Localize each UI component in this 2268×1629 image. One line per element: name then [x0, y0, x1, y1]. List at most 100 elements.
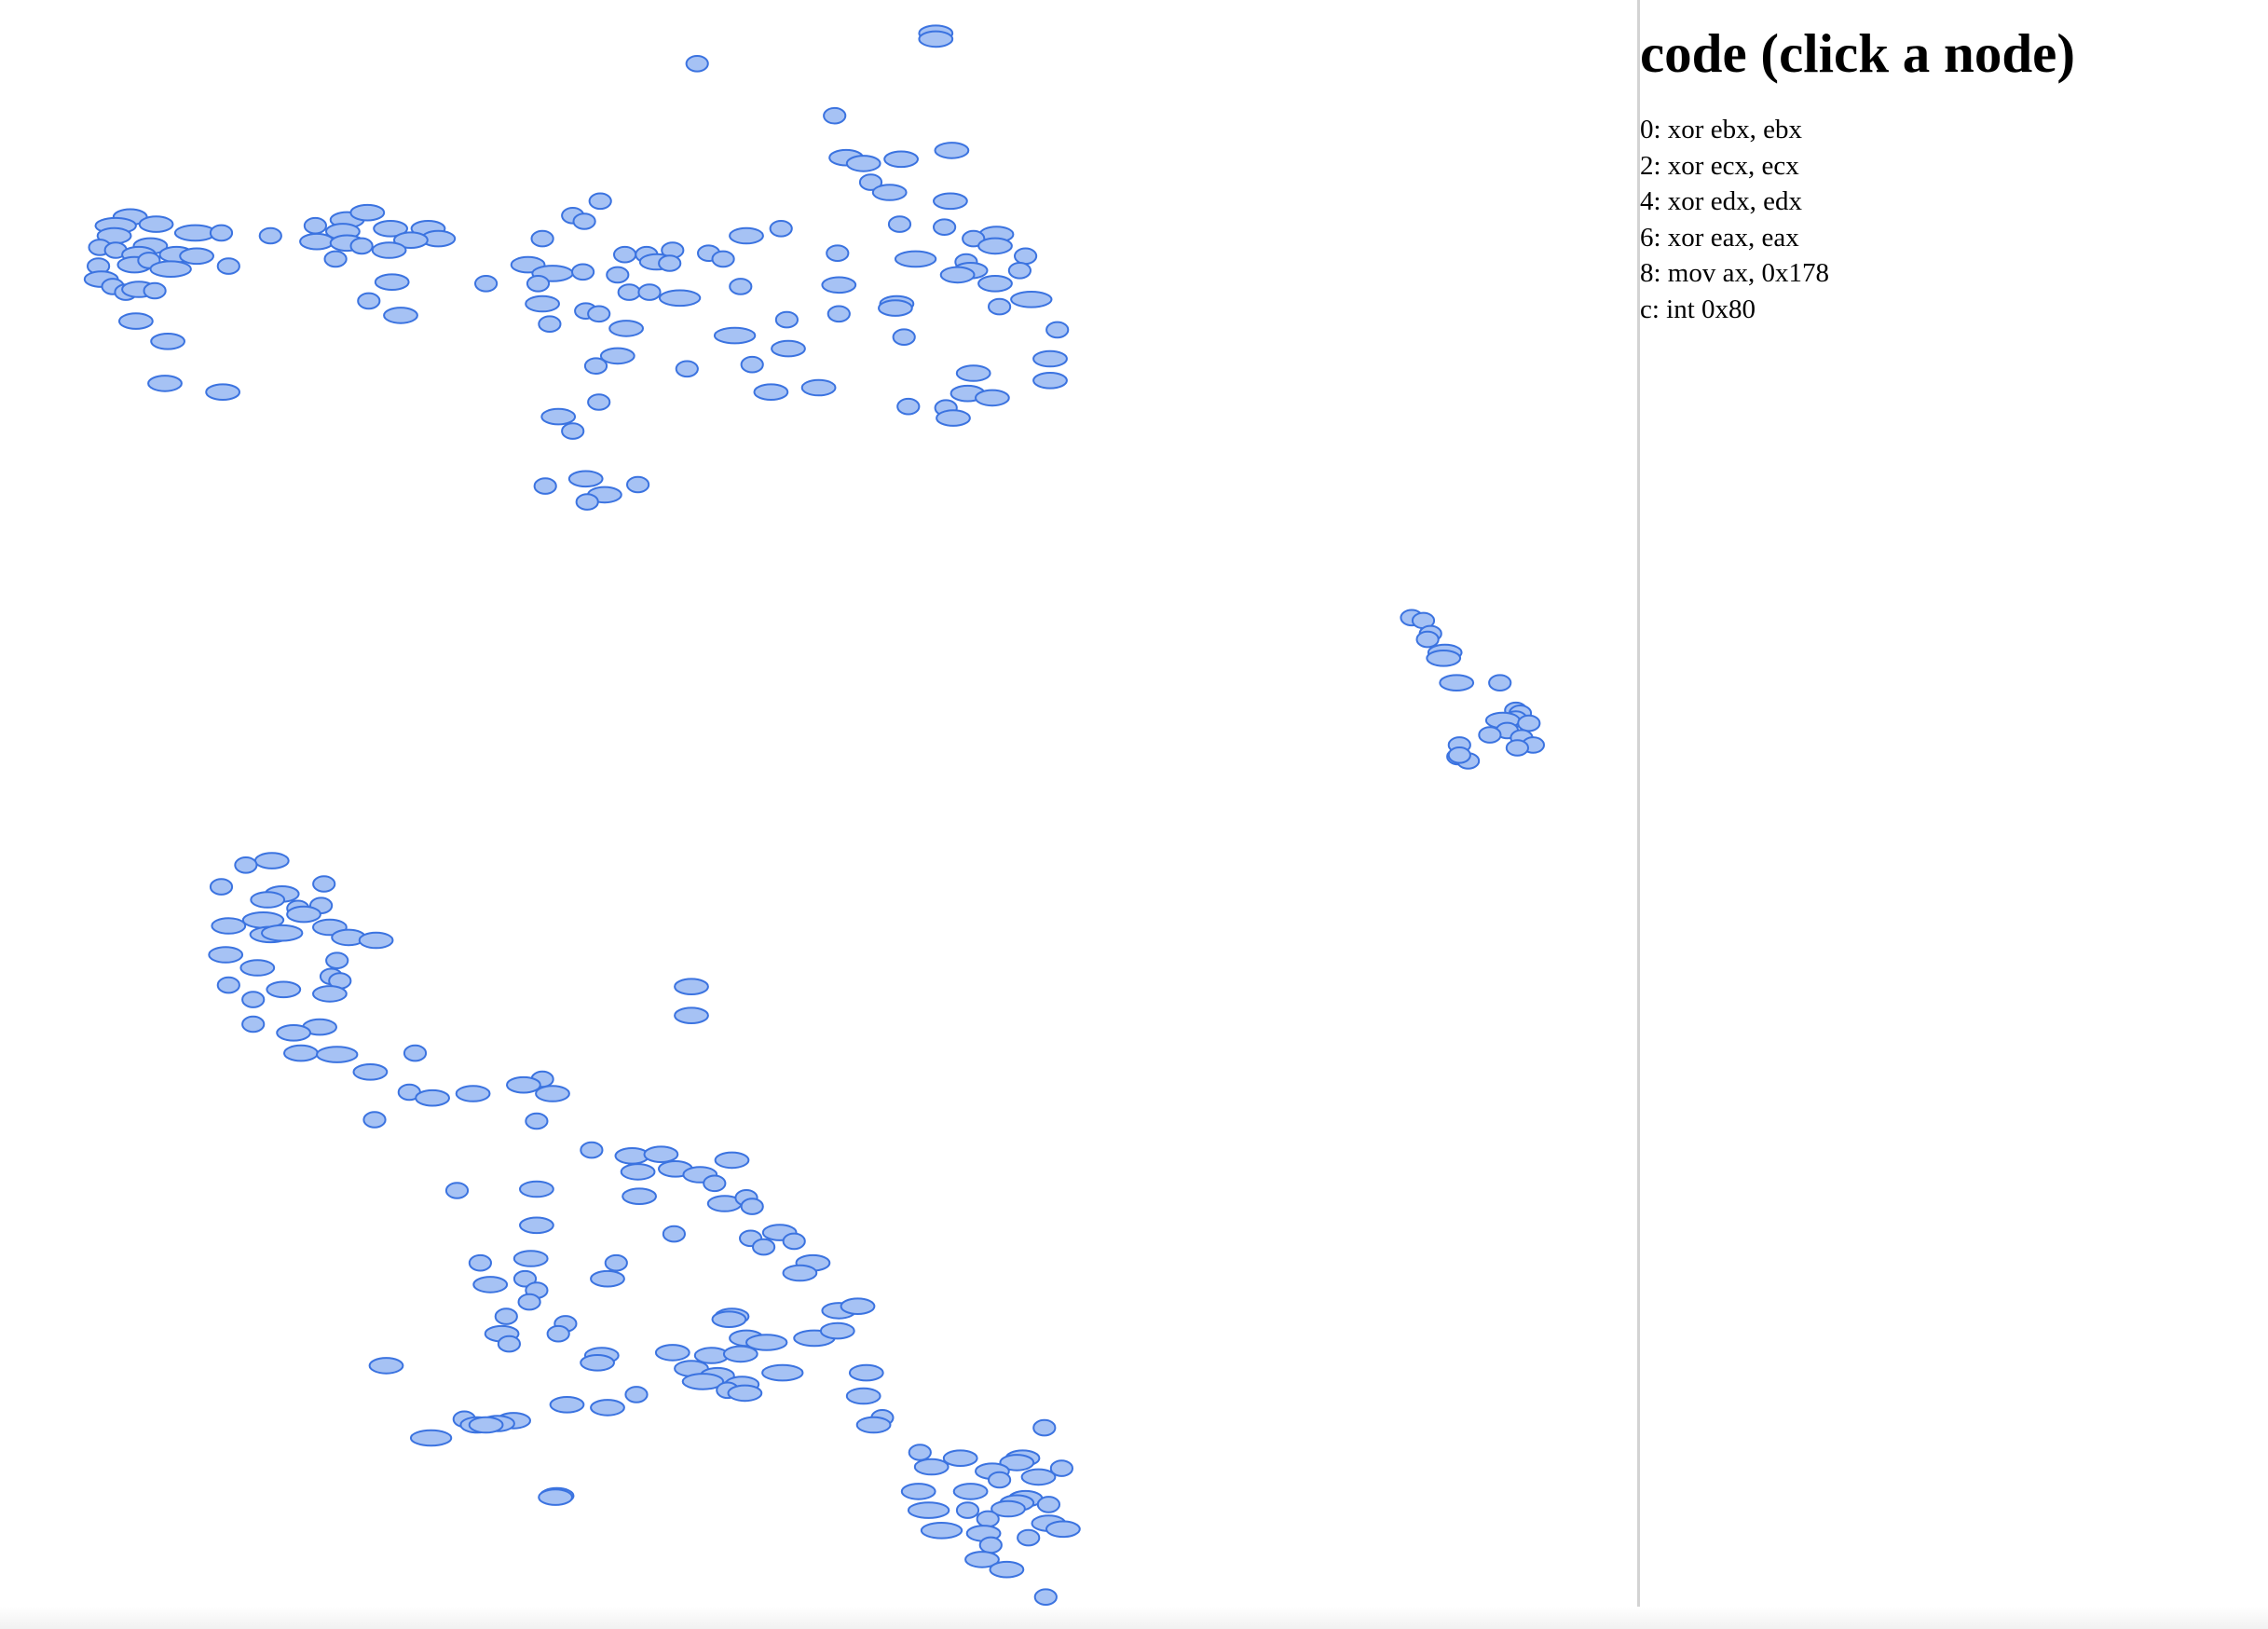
graph-node[interactable] — [685, 55, 709, 73]
graph-node[interactable] — [855, 1416, 892, 1434]
graph-node[interactable] — [241, 991, 266, 1008]
graph-node[interactable] — [942, 1449, 978, 1467]
graph-node[interactable] — [713, 326, 757, 345]
graph-node[interactable] — [561, 422, 585, 440]
graph-node[interactable] — [325, 951, 349, 969]
graph-node[interactable] — [908, 1444, 932, 1461]
graph-nodes[interactable] — [0, 0, 1637, 1629]
graph-node[interactable] — [729, 226, 764, 245]
graph-node[interactable] — [147, 375, 183, 392]
graph-node[interactable] — [358, 931, 394, 950]
graph-node[interactable] — [643, 1145, 679, 1163]
graph-node[interactable] — [936, 409, 971, 427]
graph-node[interactable] — [900, 1483, 936, 1500]
graph-node[interactable] — [674, 1006, 709, 1024]
graph-node[interactable] — [234, 856, 258, 874]
graph-canvas[interactable] — [0, 0, 1637, 1629]
graph-node[interactable] — [1045, 1520, 1081, 1539]
graph-node[interactable] — [216, 976, 240, 994]
graph-node[interactable] — [316, 1046, 359, 1063]
graph-node[interactable] — [654, 1344, 690, 1362]
graph-node[interactable] — [211, 917, 247, 935]
graph-node[interactable] — [138, 215, 174, 233]
graph-node[interactable] — [845, 155, 881, 172]
graph-node[interactable] — [1415, 630, 1440, 649]
graph-node[interactable] — [1447, 746, 1471, 764]
graph-node[interactable] — [821, 276, 857, 294]
graph-node[interactable] — [782, 1232, 806, 1251]
graph-node[interactable] — [535, 1085, 570, 1102]
graph-node[interactable] — [546, 1324, 570, 1343]
graph-node[interactable] — [918, 30, 954, 48]
graph-node[interactable] — [209, 878, 234, 896]
graph-node[interactable] — [637, 283, 662, 301]
graph-node[interactable] — [468, 1416, 504, 1434]
graph-node[interactable] — [357, 292, 381, 310]
graph-node[interactable] — [371, 241, 407, 259]
graph-node[interactable] — [604, 1253, 628, 1272]
graph-node[interactable] — [362, 1111, 387, 1129]
graph-node[interactable] — [934, 142, 970, 159]
graph-node[interactable] — [933, 218, 957, 236]
graph-node[interactable] — [1033, 1588, 1058, 1606]
graph-node[interactable] — [999, 1454, 1035, 1472]
graph-node[interactable] — [771, 339, 806, 358]
graph-node[interactable] — [955, 1501, 980, 1519]
graph-node[interactable] — [444, 1182, 470, 1199]
graph-node[interactable] — [1439, 674, 1475, 692]
graph-node[interactable] — [150, 333, 186, 350]
graph-node[interactable] — [1014, 247, 1038, 266]
graph-node[interactable] — [374, 273, 410, 292]
graph-node[interactable] — [506, 1075, 541, 1094]
graph-node[interactable] — [727, 1384, 763, 1403]
graph-node[interactable] — [740, 355, 764, 374]
graph-node[interactable] — [517, 1293, 541, 1311]
graph-node[interactable] — [468, 1253, 493, 1272]
graph-node[interactable] — [216, 257, 240, 275]
graph-node[interactable] — [571, 263, 595, 281]
graph-node[interactable] — [530, 229, 554, 248]
graph-node[interactable] — [753, 383, 789, 402]
graph-node[interactable] — [703, 1174, 727, 1193]
graph-node[interactable] — [538, 1488, 573, 1506]
graph-node[interactable] — [761, 1363, 804, 1382]
graph-node[interactable] — [575, 493, 599, 511]
graph-node[interactable] — [173, 224, 217, 242]
graph-node[interactable] — [580, 1354, 615, 1372]
graph-node[interactable] — [977, 275, 1013, 293]
graph-node[interactable] — [403, 1044, 428, 1062]
graph-node[interactable] — [525, 1112, 549, 1130]
graph-node[interactable] — [939, 266, 976, 284]
graph-node[interactable] — [1010, 291, 1053, 308]
graph-node[interactable] — [409, 1429, 453, 1447]
graph-node[interactable] — [455, 1085, 491, 1102]
graph-node[interactable] — [840, 1297, 876, 1315]
graph-node[interactable] — [988, 1471, 1012, 1489]
graph-node[interactable] — [626, 475, 650, 494]
graph-node[interactable] — [312, 985, 348, 1003]
graph-node[interactable] — [117, 312, 154, 330]
graph-node[interactable] — [871, 184, 908, 201]
graph-node[interactable] — [976, 1510, 1000, 1528]
graph-node[interactable] — [588, 192, 612, 211]
graph-node[interactable] — [858, 173, 883, 191]
graph-node[interactable] — [624, 1386, 649, 1403]
graph-node[interactable] — [590, 1269, 625, 1288]
graph-node[interactable] — [1036, 1496, 1061, 1513]
graph-node[interactable] — [587, 305, 611, 323]
graph-node[interactable] — [205, 383, 241, 402]
graph-node[interactable] — [622, 1187, 657, 1205]
graph-node[interactable] — [933, 192, 968, 211]
graph-node[interactable] — [590, 1399, 625, 1417]
graph-node[interactable] — [826, 244, 850, 263]
graph-node[interactable] — [977, 237, 1013, 255]
graph-node[interactable] — [988, 297, 1012, 316]
graph-node[interactable] — [299, 232, 335, 251]
graph-node[interactable] — [1017, 1528, 1041, 1547]
graph-node[interactable] — [606, 266, 630, 284]
graph-node[interactable] — [964, 1551, 1000, 1568]
graph-node[interactable] — [1020, 1468, 1057, 1486]
graph-node[interactable] — [848, 1363, 884, 1382]
graph-node[interactable] — [323, 250, 348, 268]
graph-node[interactable] — [1049, 1459, 1074, 1477]
